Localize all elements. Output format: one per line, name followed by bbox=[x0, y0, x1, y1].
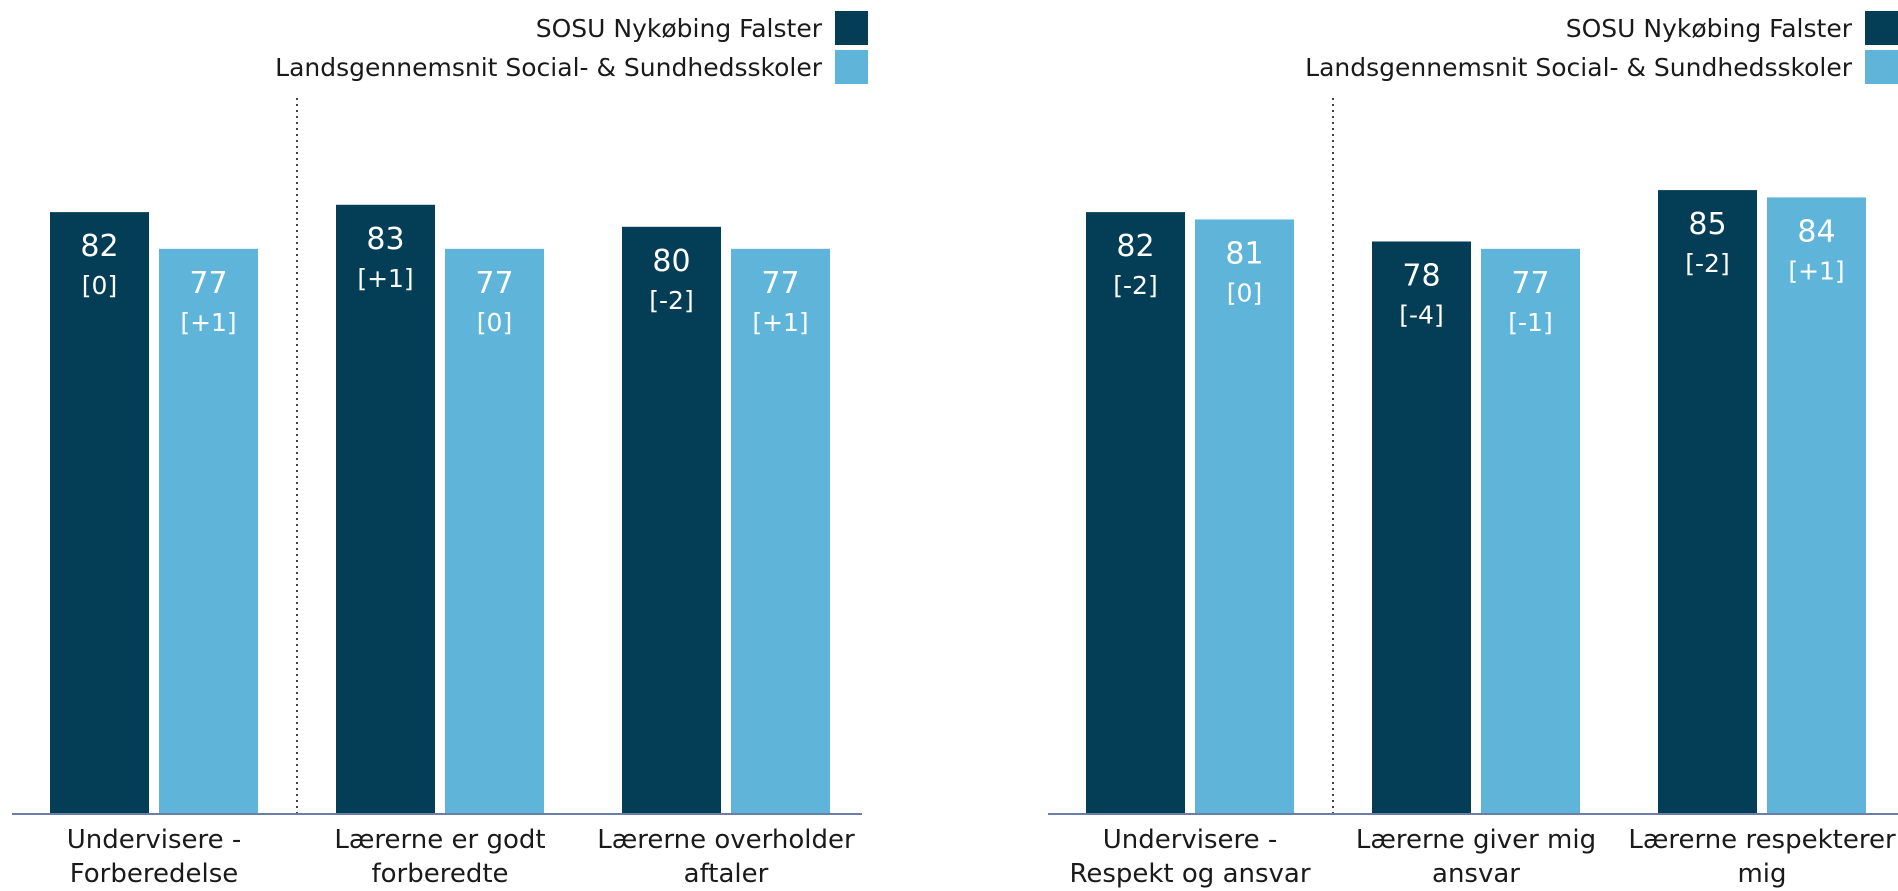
bar-secondary bbox=[159, 248, 258, 814]
data-label-change: [-1] bbox=[1508, 308, 1552, 337]
category-label: forberedte bbox=[371, 859, 508, 889]
category-label: ansvar bbox=[1432, 859, 1520, 889]
data-label-change: [0] bbox=[1227, 278, 1262, 307]
data-label-change: [-4] bbox=[1399, 300, 1443, 329]
category-label: Respekt og ansvar bbox=[1069, 859, 1310, 889]
data-label-change: [-2] bbox=[1685, 249, 1729, 278]
legend-swatch-secondary bbox=[1865, 50, 1898, 84]
category-label: Undervisere - bbox=[67, 825, 242, 855]
category-label: Undervisere - bbox=[1103, 825, 1278, 855]
data-label-value: 84 bbox=[1797, 214, 1835, 249]
data-label-change: [+1] bbox=[357, 264, 413, 293]
data-label-value: 77 bbox=[761, 266, 799, 301]
bar-secondary bbox=[1195, 219, 1294, 814]
category-label: Lærerne overholder bbox=[597, 825, 855, 855]
bar-secondary bbox=[1481, 248, 1580, 814]
data-label-value: 77 bbox=[475, 266, 513, 301]
data-label-value: 77 bbox=[189, 266, 227, 301]
category-label: Lærerne respekterer bbox=[1628, 825, 1896, 855]
bar-primary bbox=[1086, 212, 1185, 814]
bar-secondary bbox=[731, 248, 830, 814]
bar-secondary bbox=[445, 248, 544, 814]
legend-label-secondary: Landsgennemsnit Social- & Sundhedsskoler bbox=[275, 53, 823, 82]
data-label-value: 77 bbox=[1511, 266, 1549, 301]
category-label: aftaler bbox=[684, 859, 769, 889]
legend-swatch-primary bbox=[1865, 11, 1898, 45]
data-label-change: [0] bbox=[477, 308, 512, 337]
data-label-change: [+1] bbox=[752, 308, 808, 337]
bar-primary bbox=[1372, 241, 1471, 815]
bar-primary bbox=[1658, 190, 1757, 815]
category-label: Lærerne er godt bbox=[334, 825, 545, 855]
bar-secondary bbox=[1767, 197, 1866, 814]
data-label-value: 80 bbox=[652, 244, 690, 279]
legend-label-primary: SOSU Nykøbing Falster bbox=[536, 14, 823, 43]
data-label-change: [+1] bbox=[180, 308, 236, 337]
data-label-value: 81 bbox=[1225, 236, 1263, 271]
data-label-change: [0] bbox=[82, 271, 117, 300]
legend-label-secondary: Landsgennemsnit Social- & Sundhedsskoler bbox=[1305, 53, 1853, 82]
legend: SOSU Nykøbing Falster Landsgennemsnit Soc… bbox=[275, 11, 868, 84]
legend: SOSU Nykøbing Falster Landsgennemsnit Soc… bbox=[1305, 11, 1898, 84]
chart-panel-1: SOSU Nykøbing Falster Landsgennemsnit Soc… bbox=[12, 11, 868, 889]
data-label-value: 85 bbox=[1688, 207, 1726, 242]
data-label-value: 82 bbox=[80, 229, 118, 264]
bar-primary bbox=[622, 226, 721, 815]
data-label-change: [-2] bbox=[1113, 271, 1157, 300]
legend-label-primary: SOSU Nykøbing Falster bbox=[1566, 14, 1853, 43]
data-label-value: 83 bbox=[366, 222, 404, 257]
data-label-change: [+1] bbox=[1788, 256, 1844, 285]
data-label-value: 82 bbox=[1116, 229, 1154, 264]
category-label: Lærerne giver mig bbox=[1356, 825, 1596, 855]
legend-swatch-primary bbox=[835, 11, 868, 45]
category-label: mig bbox=[1737, 859, 1786, 889]
bar-primary bbox=[50, 212, 149, 814]
data-label-change: [-2] bbox=[649, 286, 693, 315]
chart-panel-2: SOSU Nykøbing Falster Landsgennemsnit Soc… bbox=[1048, 11, 1898, 889]
category-label: Forberedelse bbox=[70, 859, 239, 889]
legend-swatch-secondary bbox=[835, 50, 868, 84]
bar-primary bbox=[336, 204, 435, 814]
data-label-value: 78 bbox=[1402, 258, 1440, 293]
